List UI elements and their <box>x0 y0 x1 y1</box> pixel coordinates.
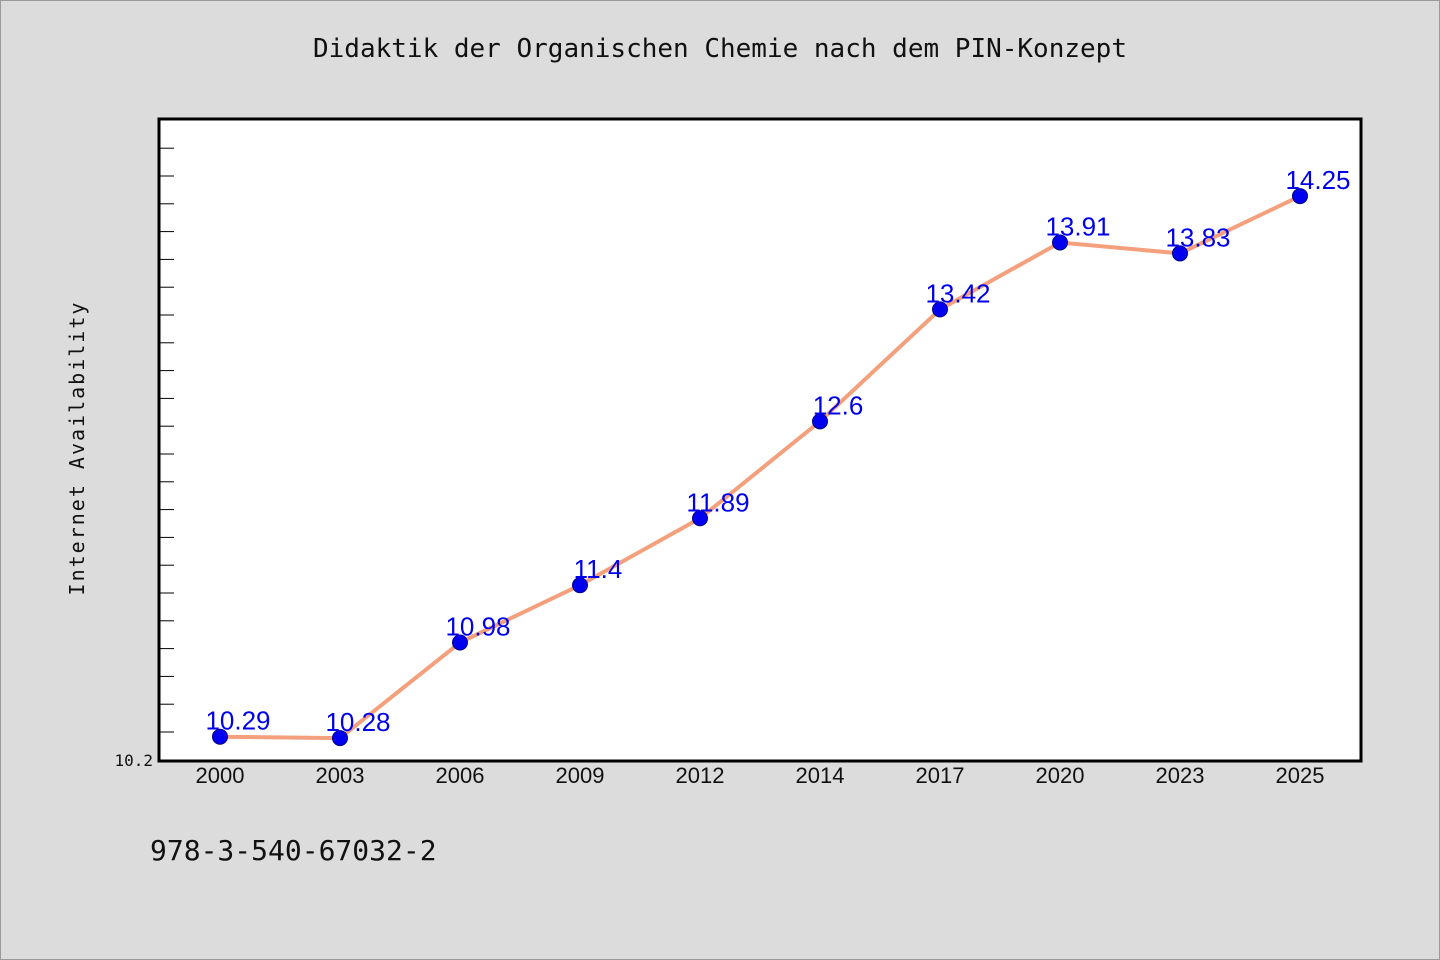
data-label: 11.4 <box>574 554 623 584</box>
x-axis-tick-labels: 2000 2003 2006 2009 2012 2014 2017 2020 2023 2025 <box>196 763 1325 788</box>
plot-area <box>157 117 1363 763</box>
y-axis-label: Internet Availability <box>65 301 89 596</box>
x-tick-label: 2023 <box>1156 763 1205 788</box>
data-label: 10.28 <box>325 707 390 737</box>
data-point-marker <box>1292 188 1308 205</box>
y-axis-ticks <box>159 147 174 733</box>
data-label: 12.6 <box>813 390 864 420</box>
x-tick-label: 2006 <box>436 763 485 788</box>
x-tick-label: 2000 <box>196 763 245 788</box>
data-point-marker <box>452 634 468 651</box>
series-line <box>218 194 1302 741</box>
x-tick-label: 2014 <box>796 763 845 788</box>
x-tick-label: 2009 <box>556 763 605 788</box>
data-point-marker <box>1172 245 1188 262</box>
data-label: 14.25 <box>1285 165 1350 195</box>
data-label-group: 10.29 10.28 10.98 11.4 11.89 12.6 13.42 13.91 13… <box>205 165 1350 737</box>
data-point-marker <box>812 413 828 430</box>
data-label: 11.89 <box>686 487 749 517</box>
marker-group <box>212 188 1308 747</box>
x-tick-label: 2003 <box>316 763 365 788</box>
x-tick-label: 2025 <box>1276 763 1325 788</box>
data-label: 13.83 <box>1165 222 1230 252</box>
chart-title: Didaktik der Organischen Chemie nach dem… <box>313 34 1127 64</box>
data-label: 10.29 <box>205 706 270 736</box>
x-tick-label: 2020 <box>1036 763 1085 788</box>
y-tick-label: 10.2 <box>114 751 153 770</box>
x-tick-label: 2012 <box>676 763 725 788</box>
data-point-marker <box>332 730 348 747</box>
y-axis-tick-labels: 10.2 <box>114 751 153 770</box>
isbn-label: 978-3-540-67032-2 <box>150 834 437 867</box>
data-point-marker <box>692 510 708 527</box>
x-tick-label: 2017 <box>916 763 965 788</box>
data-label: 13.91 <box>1045 212 1110 242</box>
data-point-marker <box>932 301 948 318</box>
data-point-marker <box>572 577 588 594</box>
data-point-marker <box>1052 234 1068 251</box>
data-label: 10.98 <box>445 612 510 642</box>
series-line-group <box>218 194 1302 741</box>
data-label: 13.42 <box>925 278 990 308</box>
data-point-marker <box>212 728 228 745</box>
